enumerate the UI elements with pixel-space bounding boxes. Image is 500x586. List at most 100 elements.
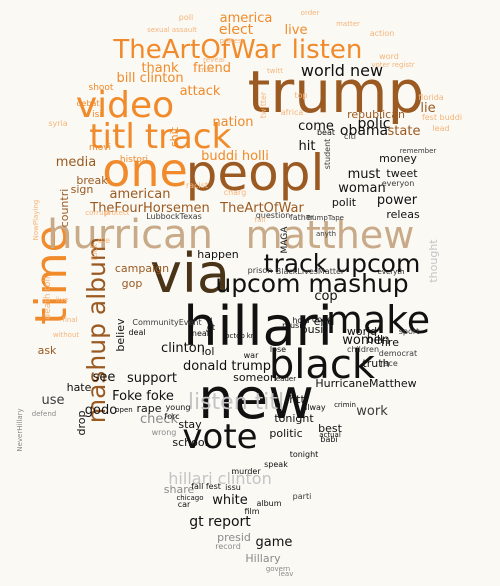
word-young: young [166, 403, 191, 412]
word-friend: friend [193, 61, 231, 76]
word-war: war [244, 351, 259, 360]
word-elect: elect [219, 22, 254, 38]
word-debat: debat [76, 99, 99, 108]
word-question: question [256, 211, 291, 220]
word-africa: africa [281, 108, 304, 117]
word-alway: alway [302, 403, 326, 412]
word-game: game [256, 535, 293, 550]
word-american: american [110, 187, 171, 202]
word-theartofwar: TheArtOfWar [112, 35, 281, 65]
word-everyth: everyth [378, 268, 405, 276]
word-sexual-assault: sexual assault [147, 26, 197, 34]
word-listen-titl: listen titl [188, 390, 284, 415]
word-busi: busi [301, 323, 324, 336]
word-happen: happen [197, 248, 238, 261]
word-hurrican: hurrican [47, 212, 213, 258]
word-thought: thought [427, 239, 440, 283]
word-remember: remember [400, 147, 437, 155]
word-bill-clinton: bill clinton [116, 71, 183, 86]
word-ask: ask [38, 344, 57, 357]
word-music: music [282, 321, 306, 330]
word-defend: defend [32, 410, 56, 418]
word-record: record [215, 542, 241, 551]
word-trumptape: TrumpTape [305, 214, 344, 222]
word-htt: htt [289, 393, 305, 406]
word-action: action [370, 29, 395, 38]
word-florida: florida [418, 93, 444, 102]
word-upcom-mashup: upcom mashup [215, 269, 408, 298]
word-done: done [312, 315, 332, 324]
word-fact: fact [205, 317, 214, 332]
word-hillary: Hillary [245, 552, 281, 565]
word-best: best [318, 422, 342, 435]
word-end: end [314, 315, 335, 328]
word-movi: movi [89, 143, 111, 153]
word-babi: babi [320, 435, 337, 444]
word-state: state [388, 124, 421, 139]
word-peopl: peopl [186, 144, 325, 202]
word-godo: godo [85, 403, 117, 418]
word-sport: sport [399, 327, 420, 336]
word-hit: hit [299, 139, 316, 154]
word-order: order [301, 9, 320, 17]
word-gt-report: gt report [189, 514, 251, 530]
word-countri: countri [58, 189, 71, 228]
word-beat: beat [317, 128, 335, 137]
word-work: work [356, 404, 388, 419]
word-thank: thank [141, 61, 179, 76]
word-isi: isi [92, 110, 102, 120]
word-drop: drop [75, 410, 88, 435]
word-tonight: tonight [290, 450, 319, 459]
word-lie: lie [420, 101, 435, 116]
word-black: black [269, 342, 376, 388]
word-student: student [323, 139, 332, 170]
word-world: world [347, 325, 377, 338]
word-sign: sign [71, 183, 94, 196]
word-new: new [198, 367, 314, 432]
word-support: support [127, 371, 177, 386]
word-must: must [348, 167, 381, 182]
word-stay: stay [178, 418, 202, 431]
word-corrupt: corrupt [85, 209, 111, 217]
word-share: share [164, 483, 195, 496]
word-shit: shit [168, 126, 181, 147]
word-tweet: tweet [386, 167, 418, 180]
word-wrong: wrong [152, 428, 177, 437]
word-make: make [326, 298, 430, 342]
word-race: race [380, 359, 398, 368]
word-thefourhorsemen: TheFourHorsemen [89, 201, 209, 216]
word-histori: histori [120, 155, 148, 165]
word-everyon: everyon [382, 179, 415, 188]
word-world-new: world new [301, 61, 383, 80]
word-death-toll: death toll [43, 277, 53, 320]
word-check: check [140, 412, 179, 427]
word-someon: someon [233, 371, 277, 384]
word-reveal: reveal [203, 56, 225, 64]
word-crimin: crimin [334, 401, 356, 409]
word-track: track [145, 117, 232, 157]
word-time: time [26, 225, 77, 324]
word-track-upcom: track upcom [264, 249, 421, 278]
word-hold: hold [292, 316, 309, 325]
word-tonight: tonight [274, 412, 314, 425]
word-protect: protect [104, 209, 129, 217]
word-fest-buddi: fest buddi [422, 113, 462, 122]
word-shoot: shoot [89, 83, 114, 93]
word-top: top [294, 91, 307, 100]
word-fire: fire [381, 336, 399, 349]
word-citi: citi [344, 132, 356, 141]
word-women: women [342, 333, 390, 348]
word-trump: trump [248, 58, 425, 126]
word-word: word [379, 52, 399, 61]
word-truth: truth [362, 357, 389, 370]
word-titl: titl [89, 117, 135, 157]
word-album: album [256, 499, 281, 508]
word-fuck: fuck [90, 243, 99, 260]
word-twitter: twitter [259, 91, 268, 118]
word-leav: leav [279, 570, 294, 578]
word-come: come [298, 119, 334, 134]
word-america: america [220, 11, 273, 26]
word-lose: lose [270, 345, 286, 354]
